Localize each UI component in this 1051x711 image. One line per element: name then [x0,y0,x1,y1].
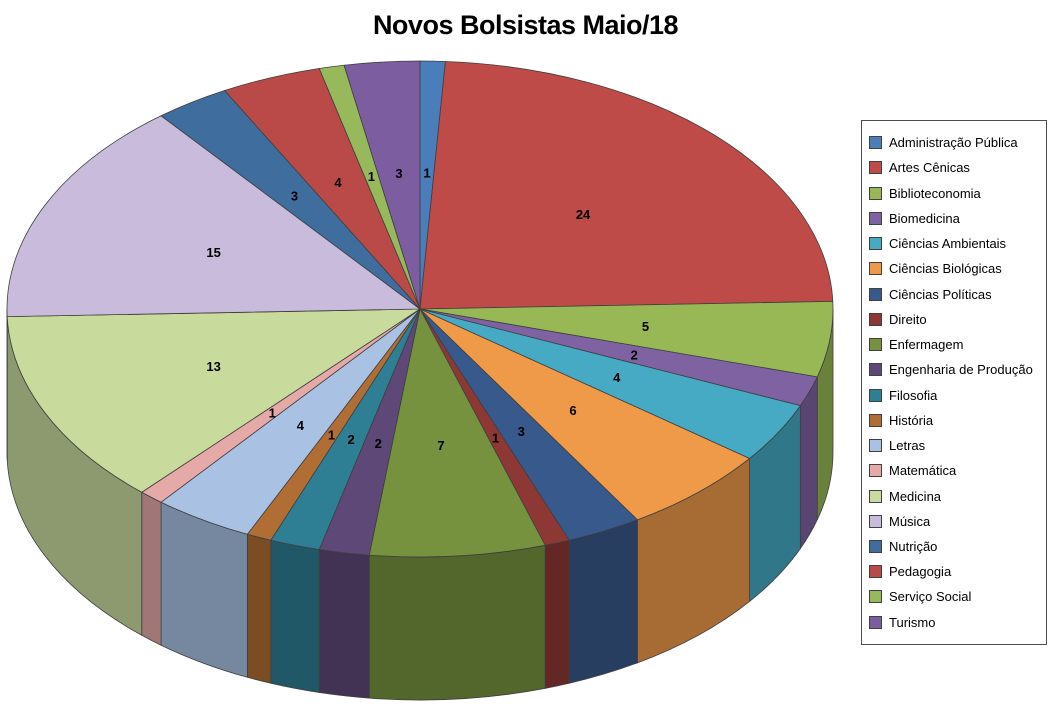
legend-label: Enfermagem [889,337,964,353]
pie-slice-side [270,539,320,693]
legend-item[interactable]: Biomedicina [869,211,1044,226]
pie-slice-side [368,544,546,701]
slice-value-label: 3 [291,188,298,203]
pie-slice[interactable] [368,307,546,558]
legend-swatch [869,615,882,629]
slice-value-label: 2 [631,347,638,362]
legend-item[interactable]: Ciências Políticas [869,287,1044,302]
legend-label: Medicina [889,488,942,504]
legend-swatch [869,186,882,200]
slice-value-label: 15 [206,245,220,260]
legend-swatch [869,439,882,453]
legend-label: Pedagogia [889,564,952,580]
legend-label: Letras [889,438,926,454]
slice-value-label: 2 [375,436,382,451]
legend-swatch [869,590,882,604]
legend-swatch [869,262,882,276]
legend-label: Turismo [889,614,936,630]
legend-label: Ciências Ambientais [889,236,1007,252]
legend-swatch [869,388,882,402]
legend-label: História [889,412,934,428]
legend-item[interactable]: Música [869,514,1044,529]
slice-value-label: 5 [642,319,649,334]
legend-swatch [869,312,882,326]
legend-item[interactable]: Biblioteconomia [869,186,1044,201]
legend-item[interactable]: História [869,413,1044,428]
legend-item[interactable]: Enfermagem [869,337,1044,352]
legend-label: Nutrição [889,538,938,554]
legend-label: Direito [889,311,927,327]
slice-value-label: 3 [395,166,402,181]
legend-label: Filosofia [889,387,938,403]
legend-swatch [869,363,882,377]
legend-swatch [869,464,882,478]
legend-label: Biomedicina [889,210,960,226]
legend-label: Ciências Políticas [889,286,992,302]
legend-item[interactable]: Artes Cênicas [869,160,1044,175]
slice-value-label: 6 [569,403,576,418]
legend-item[interactable]: Serviço Social [869,589,1044,604]
legend-item[interactable]: Pedagogia [869,564,1044,579]
legend-swatch [869,565,882,579]
pie-slice-side [568,519,638,684]
legend-item[interactable]: Medicina [869,489,1044,504]
legend-swatch [869,539,882,553]
pie-slice-side [246,533,272,684]
legend-item[interactable]: Engenharia de Produção [869,362,1044,377]
slice-value-label: 13 [206,359,220,374]
legend-swatch [869,413,882,427]
pie-slice[interactable] [6,115,422,318]
legend-item[interactable]: Filosofia [869,388,1044,403]
legend-swatch [869,237,882,251]
legend-item[interactable]: Ciências Biológicas [869,261,1044,276]
pie-slice-side [544,539,570,689]
legend-label: Artes Cênicas [889,160,970,176]
pie-slice-side [318,549,370,699]
legend-label: Engenharia de Produção [889,362,1033,378]
legend-label: Biblioteconomia [889,185,981,201]
legend-item[interactable]: Administração Pública [869,135,1044,150]
slice-value-label: 1 [269,406,276,421]
legend-swatch [869,338,882,352]
legend-label: Matemática [889,463,957,479]
legend-swatch [869,161,882,175]
slice-value-label: 24 [576,207,591,222]
legend: Administração Pública Artes Cênicas Biblio… [861,120,1047,645]
legend-label: Administração Pública [889,135,1018,151]
slice-value-label: 2 [348,432,355,447]
slice-value-label: 4 [297,418,305,433]
legend-item[interactable]: Turismo [869,615,1044,630]
pie-slice[interactable] [343,60,421,310]
pie-slice[interactable] [6,308,422,493]
slice-value-label: 4 [613,370,621,385]
pie-slice-side [141,491,162,646]
legend-swatch [869,489,882,503]
legend-item[interactable]: Nutrição [869,539,1044,554]
legend-swatch [869,136,882,150]
legend-label: Ciências Biológicas [889,261,1002,277]
slice-value-label: 7 [437,438,444,453]
pie-slice[interactable] [419,308,751,521]
slice-value-label: 3 [518,424,525,439]
slice-value-label: 1 [328,428,335,443]
slice-value-label: 1 [368,169,375,184]
legend-item[interactable]: Direito [869,312,1044,327]
slice-value-label: 1 [492,431,499,446]
legend-item[interactable]: Ciências Ambientais [869,236,1044,251]
chart-title: Novos Bolsistas Maio/18 [372,10,679,40]
legend-label: Música [889,513,931,529]
legend-label: Serviço Social [889,589,972,605]
slice-value-label: 1 [423,166,430,181]
legend-swatch [869,287,882,301]
slice-value-label: 4 [334,175,342,190]
legend-item[interactable]: Matemática [869,463,1044,478]
legend-swatch [869,514,882,528]
legend-swatch [869,211,882,225]
legend-item[interactable]: Letras [869,438,1044,453]
pie-slice[interactable] [419,61,834,310]
